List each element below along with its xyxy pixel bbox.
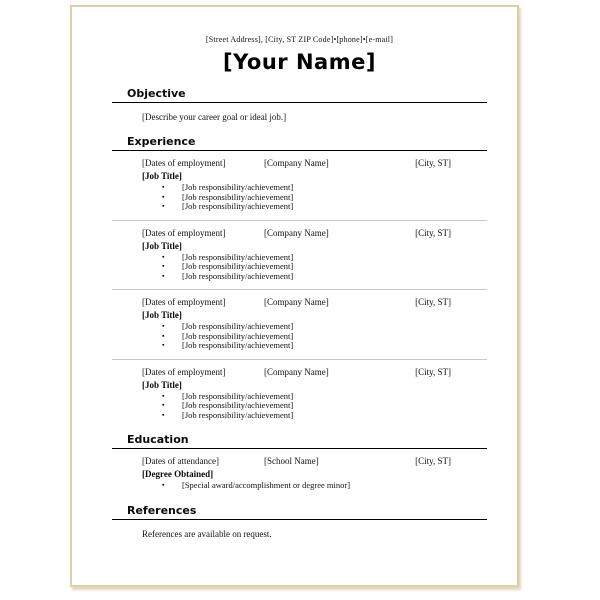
list-item: ▪ [Special award/accomplishment or degree… (162, 480, 487, 491)
company-placeholder: [Company Name] (264, 158, 329, 168)
resume-page: [Street Address], [City, ST ZIP Code]•[p… (70, 5, 519, 587)
bullet-icon: ▪ (162, 341, 165, 349)
list-item: ▪ [Job responsibility/achievement] (162, 182, 487, 193)
company-placeholder: [Company Name] (264, 297, 329, 307)
bullet-icon: ▪ (162, 271, 165, 280)
company-placeholder: [Company Name] (264, 366, 329, 377)
bullet-icon: ▪ (162, 410, 165, 419)
list-item: ▪ [Job responsibility/achievement] (162, 330, 487, 342)
responsibility-list: ▪ [Job responsibility/achievement] ▪ [Job … (112, 182, 487, 212)
section-heading-references: References (112, 504, 487, 520)
bullet-icon: ▪ (162, 252, 165, 261)
job-title-placeholder: [Job Title] (142, 240, 182, 251)
job-title-placeholder: [Job Title] (142, 310, 182, 320)
bullet-icon: ▪ (162, 192, 165, 201)
responsibility-text: [Job responsibility/achievement] (182, 340, 294, 350)
city-placeholder: [City, ST] (415, 297, 451, 307)
responsibility-text: [Job responsibility/achievement] (182, 270, 294, 281)
entry-separator (112, 219, 487, 221)
responsibility-text: [Job responsibility/achievement] (182, 191, 294, 202)
responsibility-list: ▪ [Job responsibility/achievement] ▪ [Job … (112, 251, 487, 282)
experience-entry-header: [Dates of employment] [Company Name] [Ci… (142, 297, 487, 307)
bullet-icon: ▪ (162, 202, 165, 210)
list-item: ▪ [Job responsibility/achievement] (162, 201, 487, 212)
list-item: ▪ [Job responsibility/achievement] (162, 400, 487, 411)
list-item: ▪ [Job responsibility/achievement] (162, 191, 487, 203)
responsibility-text: [Job responsibility/achievement] (182, 409, 294, 420)
resume-content: [Street Address], [City, ST ZIP Code]•[p… (112, 7, 487, 539)
section-heading-experience: Experience (112, 135, 487, 151)
list-item: ▪ [Job responsibility/achievement] (162, 321, 487, 332)
city-placeholder: [City, ST] (415, 158, 451, 168)
bullet-icon: ▪ (162, 391, 165, 400)
experience-entry-header: [Dates of employment] [Company Name] [Ci… (142, 228, 487, 238)
job-title-placeholder: [Job Title] (142, 379, 182, 390)
responsibility-text: [Job responsibility/achievement] (182, 390, 294, 401)
school-name-placeholder: [School Name] (264, 456, 319, 466)
attendance-dates-placeholder: [Dates of attendance] (142, 456, 219, 466)
contact-line: [Street Address], [City, ST ZIP Code]•[p… (205, 35, 394, 44)
dates-placeholder: [Dates of employment] (142, 158, 226, 168)
bullet-icon: ▪ (162, 401, 165, 409)
list-item: ▪ [Job responsibility/achievement] (162, 270, 487, 282)
references-text: References are available on request. (142, 528, 272, 539)
city-placeholder: [City, ST] (415, 366, 451, 377)
dates-placeholder: [Dates of employment] (142, 227, 226, 238)
responsibility-text: [Job responsibility/achievement] (182, 251, 294, 262)
responsibility-list: ▪ [Job responsibility/achievement] ▪ [Job … (112, 390, 487, 421)
bullet-icon: ▪ (162, 331, 165, 340)
experience-entry: [Dates of employment] [Company Name] [Ci… (112, 158, 487, 212)
list-item: ▪ [Job responsibility/achievement] (162, 390, 487, 402)
dates-placeholder: [Dates of employment] (142, 366, 226, 377)
experience-entry: [Dates of employment] [Company Name] [Ci… (112, 228, 487, 282)
responsibility-text: [Job responsibility/achievement] (182, 400, 294, 410)
bullet-icon: ▪ (162, 481, 165, 489)
city-placeholder: [City, ST] (415, 456, 451, 466)
dates-placeholder: [Dates of employment] (142, 297, 226, 307)
education-entry-header: [Dates of attendance] [School Name] [Cit… (142, 456, 487, 466)
bullet-icon: ▪ (162, 183, 165, 191)
experience-entry-header: [Dates of employment] [Company Name] [Ci… (142, 158, 487, 168)
responsibility-text: [Job responsibility/achievement] (182, 182, 294, 192)
city-placeholder: [City, ST] (415, 227, 451, 238)
experience-entry: [Dates of employment] [Company Name] [Ci… (112, 297, 487, 351)
responsibility-text: [Job responsibility/achievement] (182, 261, 294, 271)
list-item: ▪ [Job responsibility/achievement] (162, 261, 487, 272)
education-entry: [Dates of attendance] [School Name] [Cit… (112, 456, 487, 491)
list-item: ▪ [Job responsibility/achievement] (162, 251, 487, 263)
job-title-placeholder: [Job Title] (142, 171, 182, 181)
responsibility-text: [Job responsibility/achievement] (182, 201, 294, 211)
name-placeholder: [Your Name] (223, 50, 376, 74)
list-item: ▪ [Job responsibility/achievement] (162, 340, 487, 351)
degree-placeholder: [Degree Obtained] (142, 469, 214, 479)
entry-separator (112, 358, 487, 360)
bullet-icon: ▪ (162, 262, 165, 270)
responsibility-text: [Job responsibility/achievement] (182, 321, 294, 331)
award-list: ▪ [Special award/accomplishment or degree… (112, 480, 487, 491)
responsibility-text: [Job responsibility/achievement] (182, 330, 294, 341)
responsibility-list: ▪ [Job responsibility/achievement] ▪ [Job … (112, 321, 487, 351)
company-placeholder: [Company Name] (264, 227, 329, 238)
section-heading-objective: Objective (112, 87, 487, 103)
bullet-icon: ▪ (162, 322, 165, 330)
list-item: ▪ [Job responsibility/achievement] (162, 409, 487, 421)
experience-entry: [Dates of employment] [Company Name] [Ci… (112, 367, 487, 421)
objective-text: [Describe your career goal or ideal job.… (142, 112, 287, 122)
section-heading-education: Education (112, 433, 487, 449)
award-text: [Special award/accomplishment or degree … (182, 480, 351, 490)
entry-separator (112, 289, 487, 290)
experience-entry-header: [Dates of employment] [Company Name] [Ci… (142, 367, 487, 377)
